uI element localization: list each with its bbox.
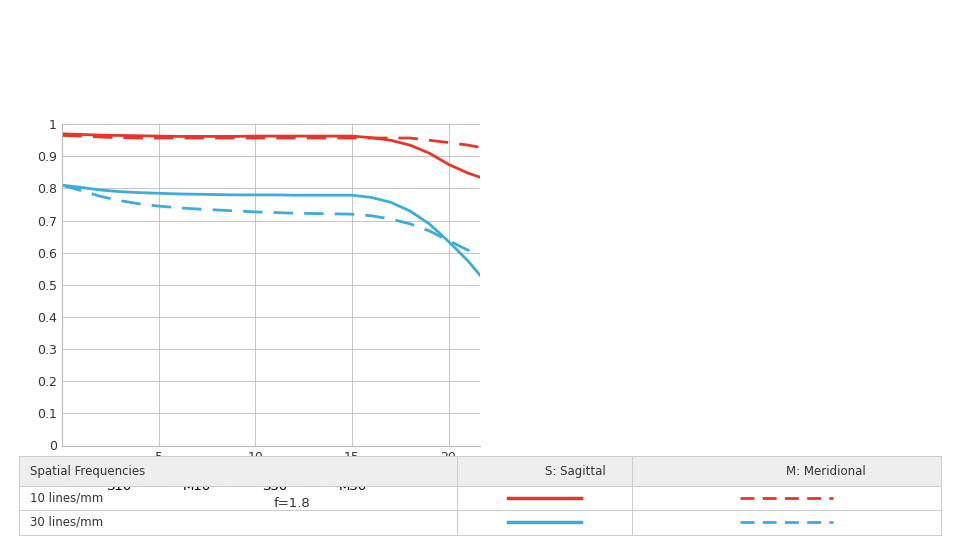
Text: M: Meridional: M: Meridional [786, 465, 866, 478]
Text: f=1.8: f=1.8 [274, 497, 310, 510]
Legend: S10, M10, S30, M30: S10, M10, S30, M30 [65, 475, 372, 498]
Bar [19, 456, 941, 486]
Text: Spatial Frequencies: Spatial Frequencies [31, 465, 146, 478]
Text: 30 lines/mm: 30 lines/mm [31, 516, 104, 529]
Text: 10 lines/mm: 10 lines/mm [31, 492, 104, 505]
Text: S: Sagittal: S: Sagittal [544, 465, 605, 478]
